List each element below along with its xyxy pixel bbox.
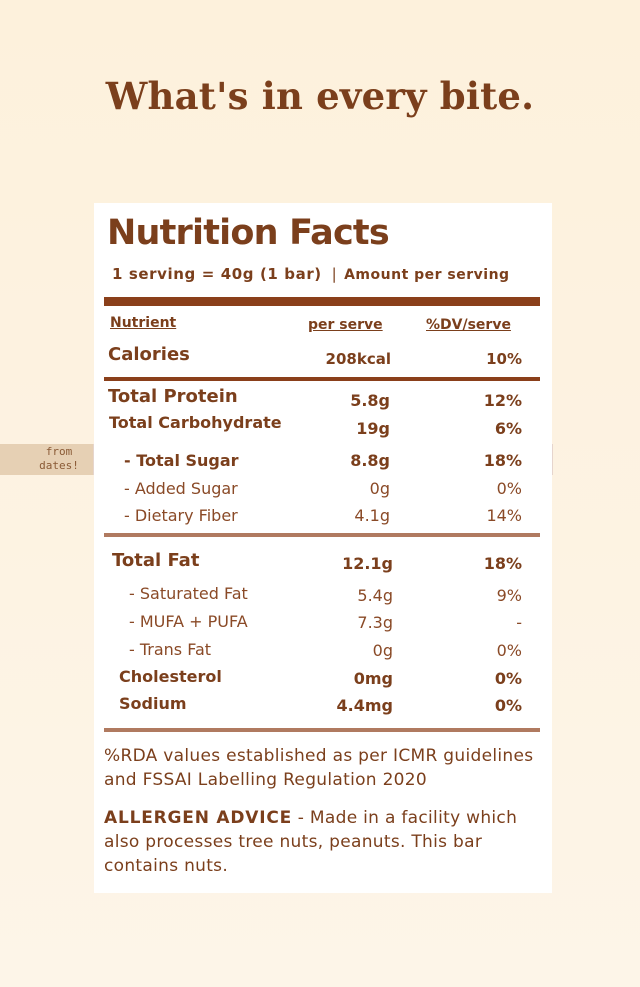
nutrient-dv: 14%: [486, 506, 522, 525]
nutrient-name: Calories: [108, 344, 190, 365]
nutrient-amount: 0g: [372, 641, 393, 660]
nutrient-name: - Dietary Fiber: [124, 506, 238, 525]
nutrient-name: Sodium: [119, 694, 187, 713]
nutrient-dv: -: [516, 613, 522, 632]
nutrient-amount: 208kcal: [325, 350, 391, 368]
side-note: from dates!: [0, 444, 93, 475]
nutrient-amount: 8.8g: [350, 451, 390, 470]
nutrient-name: Cholesterol: [119, 667, 222, 686]
serving-separator: |: [331, 265, 338, 283]
nutrient-dv: 18%: [483, 554, 522, 573]
nutrient-dv: 0%: [496, 479, 522, 498]
nutrient-dv: 0%: [494, 669, 522, 688]
page-headline: What's in every bite.: [105, 74, 535, 118]
allergen-label: ALLERGEN ADVICE: [104, 808, 293, 828]
nutrient-dv: 18%: [483, 451, 522, 470]
nutrient-amount: 5.4g: [357, 586, 393, 605]
nutrient-name: Total Protein: [108, 386, 238, 407]
divider-medium: [104, 377, 540, 381]
nutrient-name: - MUFA + PUFA: [129, 612, 248, 631]
nutrient-dv: 6%: [494, 419, 522, 438]
nutrient-dv: 12%: [483, 391, 522, 410]
column-header-per-serve: per serve: [308, 317, 383, 333]
divider-soft: [104, 728, 540, 732]
divider-soft: [104, 533, 540, 537]
nutrient-dv: 10%: [486, 350, 522, 368]
serving-info: 1 serving = 40g (1 bar) | Amount per ser…: [112, 265, 510, 283]
nutrition-facts-card: Nutrition Facts 1 serving = 40g (1 bar) …: [94, 203, 552, 893]
serving-size: 1 serving = 40g (1 bar): [112, 265, 322, 283]
column-header-nutrient: Nutrient: [110, 315, 177, 331]
nutrient-amount: 4.1g: [354, 506, 390, 525]
divider-thick: [104, 297, 540, 306]
nutrient-name: - Trans Fat: [129, 640, 212, 659]
side-note-line-2: dates!: [39, 459, 79, 472]
allergen-advice: ALLERGEN ADVICE - Made in a facility whi…: [104, 806, 544, 878]
nutrient-amount: 4.4mg: [336, 696, 393, 715]
nutrient-amount: 12.1g: [342, 554, 393, 573]
panel-title: Nutrition Facts: [107, 213, 390, 253]
nutrient-dv: 0%: [494, 696, 522, 715]
nutrient-amount: 5.8g: [350, 391, 390, 410]
side-note-line-1: from: [45, 445, 73, 458]
nutrient-amount: 0g: [369, 479, 390, 498]
nutrient-name: - Added Sugar: [124, 479, 238, 498]
nutrient-name: Total Carbohydrate: [109, 413, 282, 432]
nutrient-name: - Total Sugar: [124, 451, 239, 470]
nutrient-dv: 0%: [496, 641, 522, 660]
amount-per-serving-label: Amount per serving: [344, 267, 510, 283]
rda-note: %RDA values established as per ICMR guid…: [104, 746, 534, 790]
nutrient-amount: 0mg: [353, 669, 393, 688]
column-header-dv: %DV/serve: [426, 317, 511, 333]
nutrient-name: - Saturated Fat: [129, 584, 248, 603]
nutrient-amount: 7.3g: [357, 613, 393, 632]
nutrient-name: Total Fat: [112, 550, 200, 571]
nutrient-amount: 19g: [356, 419, 390, 438]
allergen-text: - Made in a facility which also processe…: [104, 808, 518, 876]
nutrient-dv: 9%: [496, 586, 522, 605]
